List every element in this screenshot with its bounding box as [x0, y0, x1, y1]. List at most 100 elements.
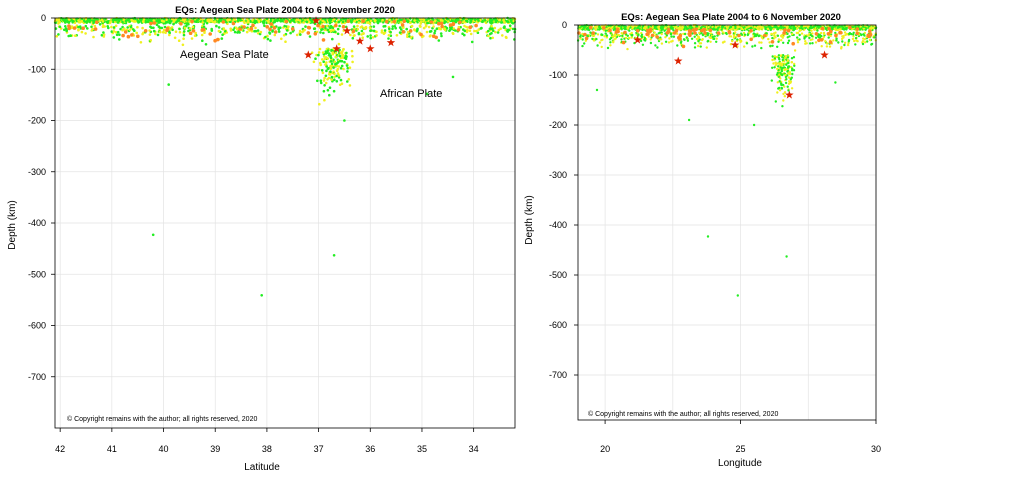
earthquake-point	[736, 294, 739, 297]
earthquake-point	[763, 33, 767, 38]
earthquake-point	[817, 25, 821, 28]
earthquake-point	[177, 19, 180, 22]
earthquake-point	[193, 20, 197, 23]
earthquake-point	[787, 61, 790, 65]
earthquake-point	[864, 41, 867, 44]
earthquake-point	[121, 28, 124, 32]
earthquake-point	[337, 65, 341, 68]
earthquake-point	[827, 36, 830, 39]
earthquake-point	[669, 26, 672, 29]
earthquake-point	[343, 60, 346, 64]
earthquake-point	[250, 29, 254, 33]
earthquake-point	[586, 26, 590, 30]
y-tick-label: -700	[28, 372, 46, 382]
earthquake-point	[336, 27, 340, 31]
earthquake-point	[298, 29, 302, 33]
earthquake-point	[347, 78, 351, 81]
earthquake-point	[666, 29, 671, 34]
earthquake-point	[781, 58, 784, 62]
earthquake-point	[265, 25, 270, 29]
earthquake-point	[838, 30, 842, 35]
earthquake-point	[77, 19, 80, 22]
earthquake-point	[743, 45, 746, 48]
earthquake-point	[660, 38, 663, 41]
earthquake-point	[116, 30, 120, 34]
earthquake-point	[285, 29, 289, 32]
earthquake-point	[617, 24, 620, 28]
earthquake-point	[783, 85, 786, 88]
large-earthquake-star	[785, 90, 794, 99]
earthquake-point	[788, 35, 791, 38]
earthquake-point	[819, 38, 824, 42]
earthquake-point	[246, 20, 250, 23]
earthquake-point	[584, 39, 587, 42]
earthquake-point	[81, 26, 85, 31]
earthquake-point	[170, 26, 174, 29]
earthquake-point	[177, 39, 181, 42]
earthquake-point	[266, 37, 270, 41]
earthquake-point	[732, 36, 736, 39]
earthquake-point	[181, 43, 185, 47]
earthquake-point	[65, 29, 68, 33]
earthquake-point	[790, 61, 793, 64]
earthquake-point	[778, 80, 781, 83]
earthquake-point	[798, 29, 801, 33]
earthquake-point	[112, 36, 116, 39]
earthquake-point	[447, 20, 450, 23]
x-tick-label: 34	[469, 444, 479, 454]
earthquake-point	[410, 25, 414, 28]
earthquake-point	[655, 35, 659, 39]
earthquake-point	[787, 39, 791, 42]
earthquake-point	[329, 70, 332, 73]
earthquake-point	[624, 36, 628, 40]
earthquake-point	[369, 34, 372, 37]
earthquake-point	[102, 33, 106, 36]
earthquake-point	[321, 38, 326, 42]
earthquake-point	[451, 19, 454, 23]
earthquake-point	[785, 63, 788, 66]
earthquake-point	[720, 28, 723, 31]
earthquake-point	[152, 21, 157, 25]
earthquake-point	[151, 233, 155, 237]
earthquake-point	[405, 19, 409, 23]
earthquake-point	[814, 41, 818, 44]
earthquake-point	[247, 27, 250, 31]
longitude-chart-title: EQs: Aegean Sea Plate 2004 to 6 November…	[621, 12, 841, 23]
earthquake-point	[463, 24, 466, 28]
earthquake-point	[69, 34, 72, 37]
earthquake-point	[393, 25, 397, 28]
earthquake-point	[736, 24, 739, 28]
earthquake-point	[319, 63, 323, 67]
earthquake-point	[790, 76, 793, 79]
earthquake-point	[160, 19, 164, 23]
earthquake-point	[773, 66, 776, 69]
earthquake-point	[351, 36, 355, 40]
earthquake-point	[210, 27, 213, 31]
earthquake-point	[361, 36, 365, 39]
earthquake-point	[855, 31, 859, 36]
earthquake-point	[342, 67, 345, 71]
large-earthquake-star	[674, 56, 683, 65]
earthquake-point	[182, 37, 185, 40]
earthquake-point	[786, 32, 789, 36]
earthquake-point	[765, 32, 768, 35]
earthquake-point	[85, 20, 89, 23]
earthquake-point	[379, 17, 382, 21]
earthquake-point	[786, 74, 789, 77]
earthquake-point	[273, 20, 276, 24]
earthquake-point	[387, 37, 390, 40]
earthquake-point	[740, 27, 744, 31]
earthquake-point	[388, 18, 391, 22]
earthquake-point	[303, 28, 306, 32]
earthquake-point	[412, 28, 416, 31]
earthquake-point	[391, 25, 395, 28]
earthquake-point	[770, 32, 773, 36]
earthquake-point	[685, 27, 688, 30]
earthquake-point	[340, 33, 344, 36]
earthquake-point	[203, 31, 206, 34]
earthquake-point	[422, 26, 426, 30]
earthquake-point	[779, 26, 783, 30]
earthquake-point	[337, 74, 341, 77]
earthquake-point	[408, 29, 413, 33]
large-earthquake-star	[366, 44, 375, 53]
